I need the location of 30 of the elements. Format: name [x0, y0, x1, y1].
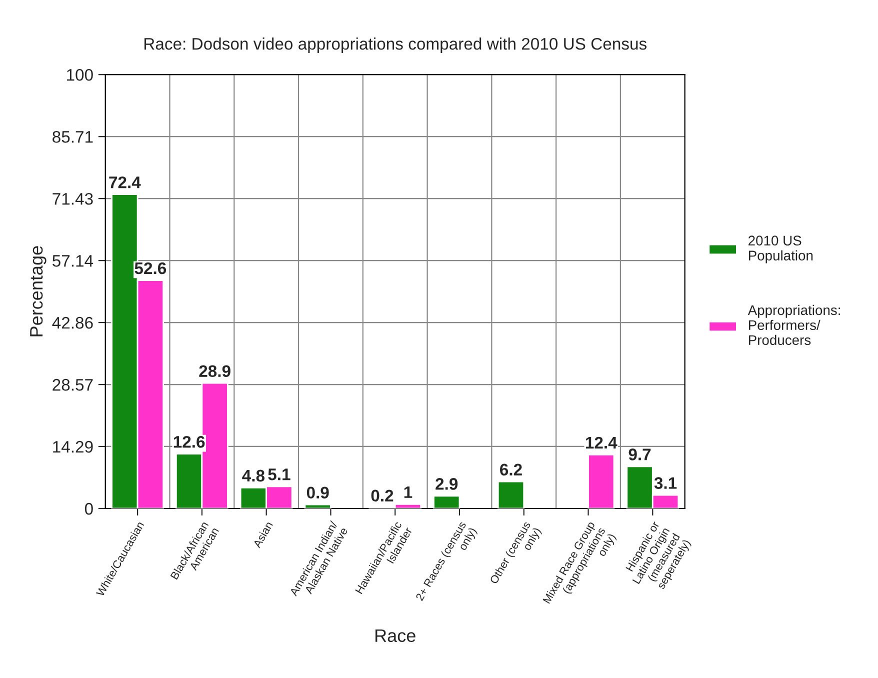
- data-label: 9.7: [628, 448, 651, 460]
- y-tick-label: 28.57: [52, 378, 93, 391]
- y-tick-label: 85.71: [52, 130, 93, 143]
- data-label: 4.8: [242, 470, 265, 482]
- data-label: 28.9: [199, 365, 230, 378]
- legend-label: Appropriations: Performers/ Producers: [748, 304, 840, 346]
- data-label: 6.2: [500, 464, 522, 476]
- data-label: 72.4: [109, 176, 141, 188]
- y-tick-label: 57.14: [52, 255, 94, 267]
- bar: [497, 480, 525, 508]
- x-axis-title: Race: [376, 629, 416, 642]
- legend-label: 2010 US Population: [748, 236, 813, 264]
- data-label: 0.2: [371, 490, 394, 502]
- data-label: 2.9: [436, 478, 458, 490]
- data-label: 52.6: [134, 262, 166, 274]
- y-tick-label: 71.43: [52, 192, 93, 205]
- data-label: 0.9: [306, 486, 329, 499]
- y-tick-label: 100: [67, 68, 93, 81]
- y-tick-label: 14.29: [53, 440, 93, 453]
- data-label: 5.1: [268, 468, 290, 480]
- y-axis-title: Percentage: [30, 246, 46, 336]
- y-tick-label: 0: [84, 502, 93, 515]
- data-label: 12.6: [174, 436, 205, 448]
- bar: [304, 504, 332, 508]
- y-tick-label: 42.86: [52, 316, 93, 329]
- bar: [433, 495, 460, 508]
- chart-title: Race: Dodson video appropriations compared with 2010 US Census: [144, 38, 647, 54]
- data-label: 3.1: [654, 477, 677, 489]
- data-label: 1: [404, 486, 412, 498]
- data-label: 12.4: [586, 436, 618, 448]
